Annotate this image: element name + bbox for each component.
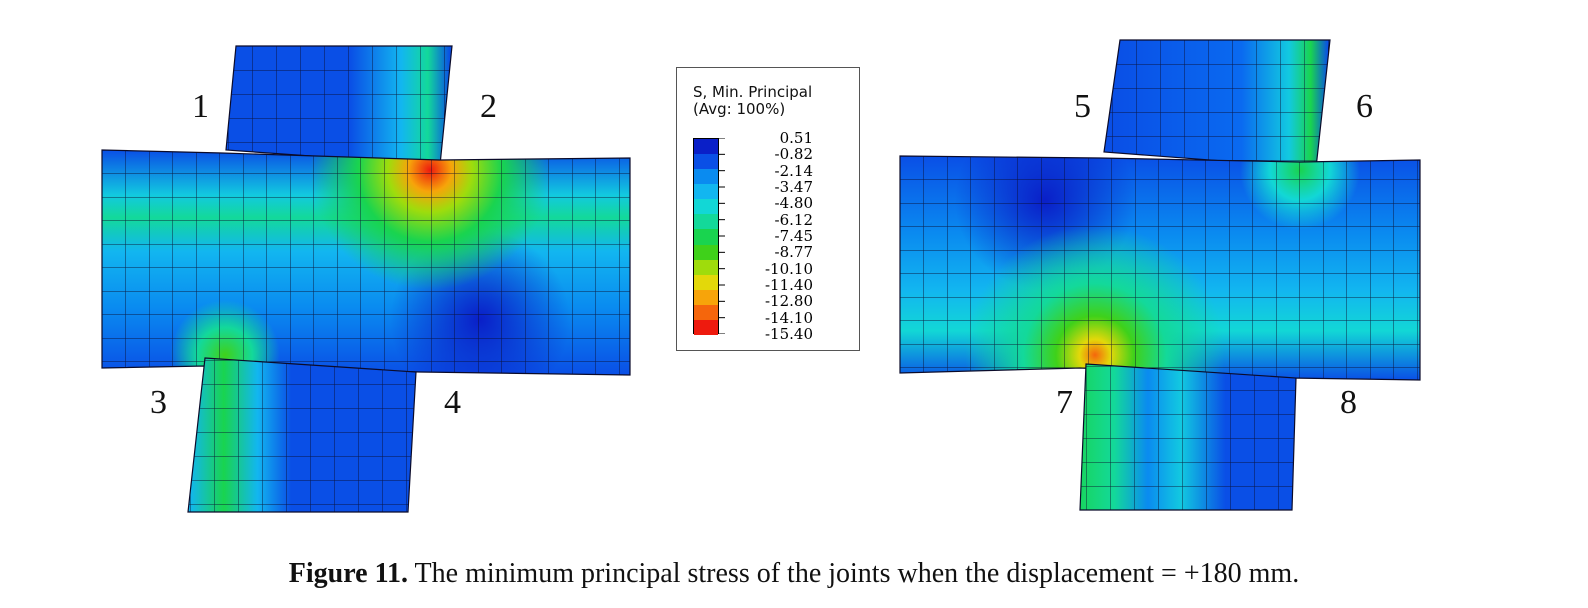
caption-label: Figure 11.: [288, 558, 409, 589]
joint-number-3: 3: [150, 384, 167, 421]
fem-contour-plots: [101, 39, 1421, 513]
legend-title-line2: (Avg: 100%): [693, 100, 786, 118]
legend-title-line1: S, Min. Principal: [693, 83, 813, 101]
right-beam: [899, 155, 1421, 381]
joint-number-2: 2: [480, 88, 497, 125]
left-top-column: [225, 45, 453, 166]
legend-value: -12.80: [764, 292, 813, 311]
legend-swatch: [694, 184, 718, 200]
legend-swatch: [694, 304, 718, 321]
legend-value: -7.45: [774, 227, 813, 245]
legend-color-bar: [693, 138, 719, 336]
legend-value: -14.10: [764, 308, 813, 327]
legend-value: -2.14: [774, 161, 813, 180]
joint-number-4: 4: [444, 384, 461, 421]
legend-swatch: [694, 244, 718, 261]
legend-value: -11.40: [764, 276, 813, 294]
joint-number-7: 7: [1056, 384, 1073, 421]
legend-value: -4.80: [774, 194, 813, 213]
legend-swatch: [694, 199, 718, 215]
left-joint-model: [101, 45, 631, 513]
joint-number-6: 6: [1356, 88, 1373, 125]
legend-value: -3.47: [774, 178, 813, 196]
legend-swatch: [694, 214, 718, 230]
legend-value: -0.82: [774, 145, 813, 164]
legend-value: -8.77: [774, 243, 813, 262]
right-top-column: [1103, 39, 1331, 169]
legend-swatch: [694, 154, 718, 170]
left-beam: [101, 149, 631, 376]
stress-legend: S, Min. Principal (Avg: 100%) 0.51 -0.82 -2…: [676, 67, 860, 351]
legend-swatch: [694, 289, 718, 306]
legend-swatch: [694, 319, 718, 336]
legend-swatch: [694, 139, 718, 155]
legend-swatch: [694, 274, 718, 291]
legend-value: -10.10: [764, 259, 813, 278]
left-bottom-column: [187, 357, 417, 513]
figure: 1 2 3 4 5 6 7 8 S, Min. Principal (Avg: 1…: [101, 39, 1421, 513]
right-bottom-column: [1079, 363, 1297, 511]
joint-number-8: 8: [1340, 384, 1357, 421]
figure-caption: Figure 11. The minimum principal stress …: [0, 558, 1588, 590]
legend-swatch: [694, 169, 718, 185]
legend-value: -6.12: [774, 210, 813, 229]
legend-ticks: [719, 138, 725, 334]
joint-number-5: 5: [1074, 88, 1091, 125]
caption-text: The minimum principal stress of the join…: [414, 558, 1300, 589]
legend-swatch: [694, 259, 718, 276]
right-joint-model: [899, 39, 1421, 511]
legend-value: 0.51: [779, 129, 813, 147]
legend-value: -15.40: [764, 325, 813, 343]
joint-number-1: 1: [192, 88, 209, 125]
legend-swatch: [694, 229, 718, 246]
legend-title: S, Min. Principal (Avg: 100%): [693, 84, 812, 118]
